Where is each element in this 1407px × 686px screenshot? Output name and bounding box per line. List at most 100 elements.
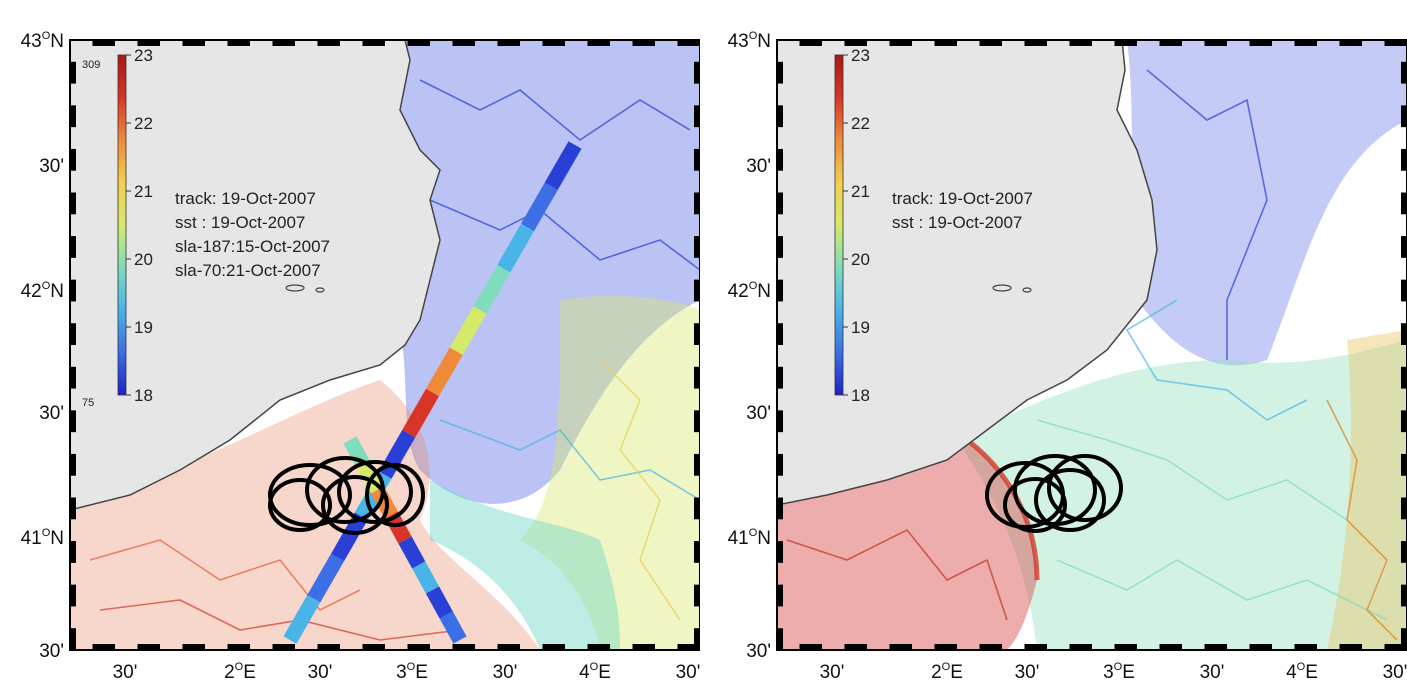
left-altimetry-track-segment [398,536,426,569]
right-border-tick [777,453,783,476]
right-border-tick [1114,40,1137,46]
right-island-marker [1022,287,1032,293]
right-border-tick [777,584,783,607]
right-colorbar-tick-label: 22 [851,114,870,133]
right-border-tick [889,40,912,46]
left-border-tick [182,40,205,46]
right-border-tick [777,628,783,650]
right-sst-map: 43ON 30' 42ON 30' 41ON 30' 30' 2OE 30' 3OE 30' 4OE 3… [728,30,1407,683]
right-island-marker [992,284,1012,292]
left-altimetry-track-segment [370,486,398,519]
right-colorbar-tick-label: 21 [851,182,870,201]
left-border-tick [542,644,565,650]
left-border-tick [694,366,700,389]
right-land-mass [777,40,1158,506]
left-border-tick [272,644,295,650]
left-border-tick [694,236,700,258]
left-border-tick [694,628,700,650]
right-warm-east-band [1327,330,1407,650]
right-cool-water-band [1127,40,1407,366]
right-mid-water-band [957,340,1407,650]
right-border-tick [777,323,783,345]
left-drifter-trajectory [337,460,413,524]
right-border-tick [1401,61,1407,84]
right-border-tick [934,40,957,46]
left-colorbar-tick-label: 18 [134,386,153,405]
left-border-tick [497,644,520,650]
left-border-tick [694,148,700,171]
right-colorbar-tick-label: 20 [851,250,870,269]
left-altimetry-track-segment [283,595,321,644]
left-border-tick [70,410,76,433]
left-border-tick [70,584,76,607]
left-border-tick [407,40,430,46]
right-border-tick [777,105,783,128]
left-border-tick [70,541,76,563]
left-border-tick [227,40,250,46]
left-border-tick [694,497,700,520]
left-altimetry-track-segment [521,182,558,232]
right-border-tick [1401,628,1407,650]
left-border-tick [694,192,700,215]
right-colorbar-tick-label: 19 [851,318,870,337]
left-altimetry-track-segment [412,561,440,594]
right-drifter-trajectory [1003,477,1067,533]
left-y-axis-label: 30' [39,156,64,177]
left-border-tick [137,40,160,46]
right-border-tick [1384,644,1407,650]
left-border-tick [632,40,655,46]
left-border-tick [694,541,700,563]
right-border-tick [777,366,783,389]
right-map-content [777,40,1407,650]
left-border-tick [497,40,520,46]
left-drifter-trajectory [321,475,389,535]
left-cool-water-band [400,40,700,504]
left-altimetry-track-segment [378,430,416,479]
right-border-tick [777,497,783,520]
right-border-tick [1401,497,1407,520]
right-border-tick [777,192,783,215]
left-border-tick [694,584,700,607]
right-border-tick [1159,644,1182,650]
right-contour-line [786,528,1008,621]
left-border-tick [452,644,475,650]
right-drifter-trajectory [1034,468,1106,532]
right-x-axis-label: 4OE [1286,661,1318,683]
right-border-tick [777,148,783,171]
left-border-tick [70,105,76,128]
left-island-marker [285,284,305,292]
right-border-tick [1401,105,1407,128]
right-colorbar-tick-label: 18 [851,386,870,405]
right-x-axis-label: 30' [1200,662,1225,683]
left-border-tick [452,40,475,46]
right-border-tick [1249,644,1272,650]
left-border-tick [694,323,700,345]
left-border-tick [362,644,385,650]
right-x-axis-label: 30' [1015,662,1040,683]
left-colorbar-tick-label: 19 [134,318,153,337]
left-border-tick [182,644,205,650]
left-x-axis-label: 30' [493,662,518,683]
left-colorbar-tick-label: 21 [134,182,153,201]
right-border-tick [1069,40,1092,46]
left-altimetry-track-segment [425,586,453,619]
right-border-tick [1401,148,1407,171]
left-mid-water-band [520,295,700,650]
left-contour-line [89,539,361,612]
left-border-tick [587,644,610,650]
left-border-tick [227,644,250,650]
right-border-tick [844,40,867,46]
right-y-axis-label: 43ON [728,30,771,52]
right-border-tick [1114,644,1137,650]
right-y-axis-label: 30' [746,641,771,662]
right-border-tick [1401,584,1407,607]
right-contour-line [1036,419,1348,521]
right-border-tick [1401,366,1407,389]
left-annotation-line: sst : 19-Oct-2007 [175,213,305,232]
left-border-tick [70,366,76,389]
left-x-axis-label: 3OE [396,661,428,683]
right-contour-line [1056,559,1388,621]
right-border-tick [1204,644,1227,650]
left-land-mass [70,40,441,511]
right-border-tick [1401,410,1407,433]
